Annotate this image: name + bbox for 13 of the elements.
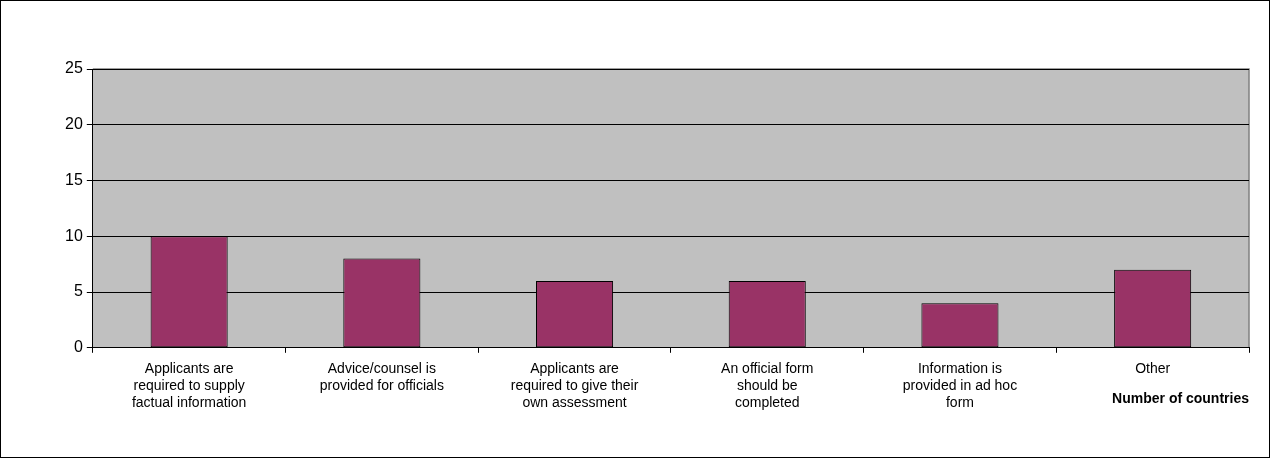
y-tick-label: 0 xyxy=(73,338,83,356)
x-tick-label: Advice/counsel is provided for officials xyxy=(319,360,444,393)
x-tick-label: Applicants are required to supply factual information xyxy=(131,360,247,410)
x-tick-label: Applicants are required to give their own assessment xyxy=(510,360,639,410)
x-tick-label: Other xyxy=(1135,360,1171,377)
y-tick-label: 20 xyxy=(65,115,83,133)
x-tick-label: An official form should be completed xyxy=(721,360,814,410)
y-tick-label: 25 xyxy=(65,59,83,77)
y-tick-label: 10 xyxy=(65,226,83,244)
x-tick-label: Information is provided in ad hoc form xyxy=(902,360,1018,410)
y-tick-label: 5 xyxy=(73,282,83,300)
y-tick-label: 15 xyxy=(65,170,83,188)
x-axis-title: Number of countries xyxy=(1112,390,1250,407)
